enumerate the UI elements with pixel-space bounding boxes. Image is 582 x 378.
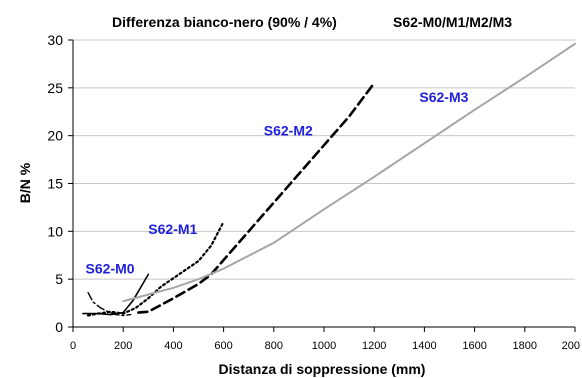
series-layer (82, 42, 576, 317)
series-annotation-s62-m2: S62-M2 (264, 123, 313, 139)
x-tick-label: 1000 (312, 340, 336, 352)
series-line-s62-m0 (82, 273, 150, 316)
x-tick-label: 800 (265, 340, 283, 352)
x-tick-label: 600 (214, 340, 232, 352)
y-axis-label: B/N % (17, 162, 33, 203)
x-axis-label: Distanza di soppressione (mm) (219, 361, 426, 377)
y-tick-label: 20 (47, 128, 63, 144)
axes (68, 39, 576, 332)
series-line-s62-m2 (137, 81, 376, 314)
grid-lines (73, 39, 575, 280)
x-tick-label: 1600 (462, 340, 486, 352)
x-tick-label: 200 (562, 340, 580, 352)
y-tick-label: 0 (55, 319, 63, 335)
series-line-s62-m3 (122, 42, 576, 303)
x-tick-label: 400 (164, 340, 182, 352)
series-annotation-s62-m3: S62-M3 (419, 89, 468, 105)
x-tick-label: 1400 (412, 340, 436, 352)
y-tick-label: 25 (47, 80, 63, 96)
series-annotations: S62-M0 S62-M1 S62-M2 S62-M3 (86, 89, 469, 276)
series-annotation-s62-m0: S62-M0 (86, 260, 135, 276)
y-tick-label: 30 (47, 32, 63, 48)
x-tick-label: 1200 (362, 340, 386, 352)
series-line-s62-m1 (86, 220, 225, 317)
chart-subtitle: S62-M0/M1/M2/M3 (393, 14, 512, 30)
y-tick-label: 15 (47, 176, 63, 192)
y-tick-label: 10 (47, 223, 63, 239)
x-tick-label: 200 (114, 340, 132, 352)
x-tick-label: 1800 (513, 340, 537, 352)
series-annotation-s62-m1: S62-M1 (148, 221, 197, 237)
chart-title: Differenza bianco-nero (90% / 4%) (112, 14, 337, 30)
y-tick-label: 5 (55, 271, 63, 287)
x-tick-label: 0 (70, 340, 76, 352)
tick-labels: 0 5 10 15 20 25 30 0 200 400 600 800 1000 1200 1400 160… (47, 32, 580, 352)
